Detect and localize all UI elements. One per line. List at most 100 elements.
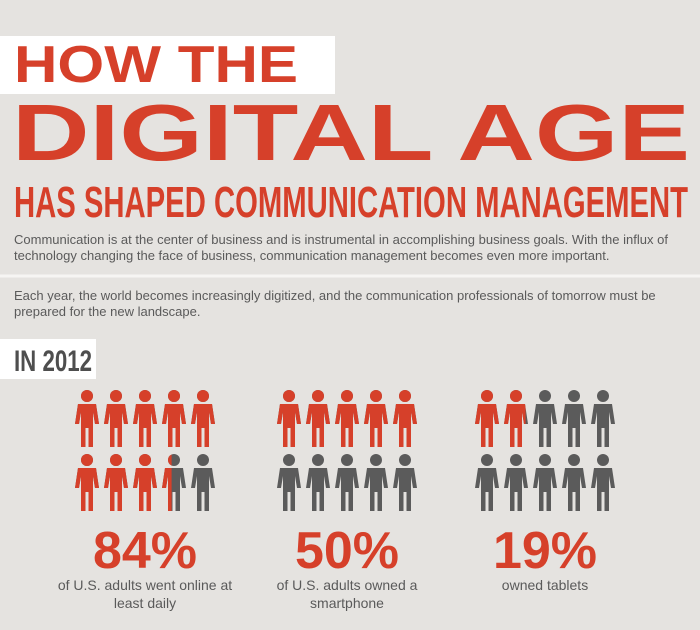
person-head xyxy=(370,390,382,402)
person-head xyxy=(341,390,353,402)
person-icon xyxy=(277,454,301,511)
person-body xyxy=(133,404,157,447)
person-body xyxy=(191,468,215,511)
person-head xyxy=(481,454,493,466)
person-icon xyxy=(104,454,128,511)
person-body xyxy=(104,404,128,447)
stat-value: 19% xyxy=(493,522,597,580)
person-body xyxy=(562,468,586,511)
person-head xyxy=(197,454,209,466)
person-filled xyxy=(162,454,172,511)
person-body xyxy=(504,468,528,511)
person-filled xyxy=(162,390,186,447)
person-icon xyxy=(306,390,330,447)
person-head xyxy=(81,390,93,402)
person-icon xyxy=(591,454,615,511)
person-icon xyxy=(75,390,99,447)
person-filled xyxy=(104,390,128,447)
person-icon xyxy=(306,454,330,511)
stat-caption: of U.S. adults owned a smartphone xyxy=(276,577,418,611)
person-icon xyxy=(335,390,359,447)
section-title: IN 2012 xyxy=(14,345,92,378)
person-filled xyxy=(504,390,526,447)
person-head xyxy=(481,390,493,402)
person-head xyxy=(568,390,580,402)
person-head xyxy=(510,454,522,466)
person-head xyxy=(568,454,580,466)
person-body xyxy=(277,468,301,511)
person-head xyxy=(283,454,295,466)
person-body xyxy=(475,404,499,447)
person-body xyxy=(364,404,388,447)
person-head xyxy=(312,454,324,466)
person-head xyxy=(341,454,353,466)
person-body xyxy=(75,468,99,511)
person-icon xyxy=(591,390,615,447)
person-body xyxy=(475,468,499,511)
person-body xyxy=(562,404,586,447)
person-head xyxy=(370,454,382,466)
person-icon xyxy=(393,390,417,447)
person-icon xyxy=(191,390,215,447)
person-body xyxy=(162,468,172,511)
person-body xyxy=(364,468,388,511)
person-head xyxy=(539,454,551,466)
person-head xyxy=(81,454,93,466)
person-body xyxy=(306,404,330,447)
stat-caption: of U.S. adults went online at least dail… xyxy=(57,577,233,611)
person-head xyxy=(168,390,180,402)
person-body xyxy=(393,468,417,511)
person-icon xyxy=(504,454,528,511)
person-body xyxy=(104,468,128,511)
person-icon xyxy=(277,390,301,447)
title-line1: HOW THE xyxy=(14,36,298,94)
person-body xyxy=(504,404,526,447)
person-head xyxy=(312,390,324,402)
person-filled xyxy=(104,454,128,511)
person-icon xyxy=(364,390,388,447)
person-head xyxy=(510,390,522,402)
person-filled xyxy=(364,390,388,447)
intro-paragraph: Communication is at the center of busine… xyxy=(14,232,668,263)
person-filled xyxy=(277,390,301,447)
person-body xyxy=(162,404,186,447)
section-band xyxy=(0,339,96,379)
person-icon xyxy=(475,390,499,447)
person-icon xyxy=(475,454,499,511)
person-icon xyxy=(562,454,586,511)
person-head xyxy=(139,390,151,402)
person-icon xyxy=(133,390,157,447)
person-filled xyxy=(393,390,417,447)
person-icon xyxy=(393,454,417,511)
person-head xyxy=(168,454,172,466)
title-line3: HAS SHAPED COMMUNICATION MANAGEMENT xyxy=(14,178,688,227)
title-band xyxy=(0,36,335,94)
person-head xyxy=(110,390,122,402)
person-head xyxy=(197,390,209,402)
person-filled xyxy=(133,390,157,447)
person-body xyxy=(191,404,215,447)
person-head xyxy=(283,390,295,402)
person-icon xyxy=(504,390,528,447)
person-filled xyxy=(75,454,99,511)
person-icon xyxy=(75,454,99,511)
person-filled xyxy=(335,390,359,447)
person-body xyxy=(335,404,359,447)
person-body xyxy=(335,468,359,511)
person-icon xyxy=(162,454,186,511)
person-head xyxy=(597,390,609,402)
person-body xyxy=(591,468,615,511)
person-head xyxy=(139,454,151,466)
person-icon xyxy=(533,390,557,447)
title-line2: DIGITAL AGE xyxy=(12,88,690,177)
person-body xyxy=(133,468,157,511)
person-head xyxy=(597,454,609,466)
person-icon xyxy=(335,454,359,511)
stat-caption: owned tablets xyxy=(501,577,589,593)
person-icon xyxy=(133,454,157,511)
person-filled xyxy=(133,454,157,511)
person-head xyxy=(399,454,411,466)
intro-paragraph: Each year, the world becomes increasingl… xyxy=(14,288,656,319)
